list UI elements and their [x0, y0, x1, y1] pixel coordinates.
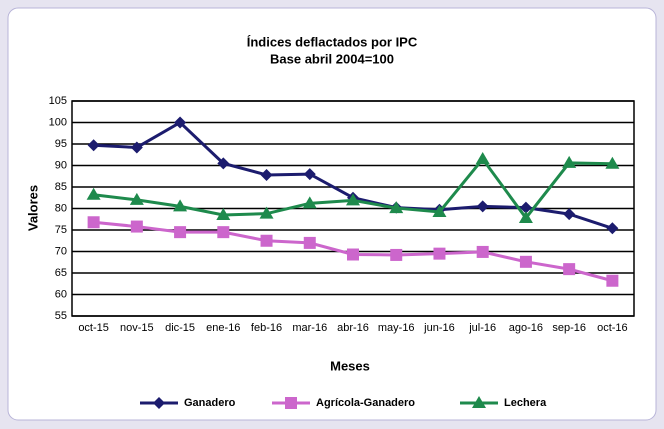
y-axis-label: Valores	[25, 185, 40, 231]
x-tick-label: sep-16	[552, 322, 586, 334]
marker	[129, 192, 144, 205]
marker	[260, 234, 273, 247]
marker	[87, 216, 100, 229]
y-tick-label: 55	[55, 310, 67, 322]
x-axis-label: Meses	[330, 358, 370, 373]
marker	[87, 139, 100, 152]
y-tick-label: 95	[55, 138, 67, 150]
marker	[259, 206, 274, 219]
marker	[390, 248, 403, 261]
marker	[475, 152, 490, 165]
marker	[606, 274, 619, 287]
x-tick-label: jun-16	[423, 322, 455, 334]
marker	[563, 263, 576, 276]
marker	[216, 207, 231, 220]
marker	[86, 187, 101, 200]
marker	[347, 248, 359, 261]
x-tick-label: ene-16	[206, 322, 240, 334]
marker	[303, 236, 316, 249]
legend-label: Ganadero	[184, 397, 236, 409]
y-tick-label: 65	[55, 267, 67, 279]
marker	[130, 141, 143, 154]
x-tick-label: may-16	[378, 322, 415, 334]
marker	[303, 168, 316, 181]
marker	[563, 208, 576, 221]
x-tick-label: feb-16	[251, 322, 282, 334]
marker	[518, 210, 533, 223]
y-tick-label: 105	[49, 95, 67, 107]
marker	[153, 397, 165, 409]
y-tick-label: 85	[55, 181, 67, 193]
chart-subtitle: Base abril 2004=100	[270, 51, 394, 66]
y-tick-label: 80	[55, 202, 67, 214]
marker	[606, 222, 619, 235]
marker	[605, 156, 620, 169]
y-tick-label: 90	[55, 159, 67, 171]
x-tick-label: dic-15	[165, 322, 195, 334]
legend-label: Lechera	[504, 397, 547, 409]
y-tick-label: 60	[55, 288, 67, 300]
marker	[217, 226, 230, 239]
marker	[562, 155, 577, 168]
marker	[260, 168, 273, 181]
marker	[285, 397, 297, 409]
marker	[433, 247, 446, 260]
marker	[174, 226, 187, 239]
marker	[346, 193, 360, 206]
marker	[217, 157, 230, 170]
marker	[476, 200, 489, 213]
marker	[173, 199, 188, 212]
y-tick-label: 70	[55, 245, 67, 257]
x-tick-label: nov-15	[120, 322, 154, 334]
x-tick-label: jul-16	[468, 322, 496, 334]
y-tick-label: 75	[55, 224, 67, 236]
chart-panel	[7, 7, 657, 421]
marker	[174, 116, 187, 129]
x-tick-label: abr-16	[337, 322, 369, 334]
marker	[519, 201, 532, 214]
x-tick-label: oct-16	[597, 322, 628, 334]
marker	[472, 396, 486, 408]
marker	[389, 201, 404, 214]
marker	[432, 204, 447, 217]
x-tick-label: ago-16	[509, 322, 543, 334]
x-tick-label: oct-15	[78, 322, 109, 334]
marker	[519, 255, 532, 268]
x-tick-label: mar-16	[292, 322, 327, 334]
legend-label: Agrícola-Ganadero	[316, 397, 415, 409]
chart-title: Índices deflactados por IPC	[247, 34, 418, 49]
marker	[130, 220, 143, 233]
y-tick-label: 100	[49, 116, 67, 128]
plot-area	[71, 100, 635, 317]
marker	[302, 196, 317, 209]
marker	[476, 245, 489, 258]
